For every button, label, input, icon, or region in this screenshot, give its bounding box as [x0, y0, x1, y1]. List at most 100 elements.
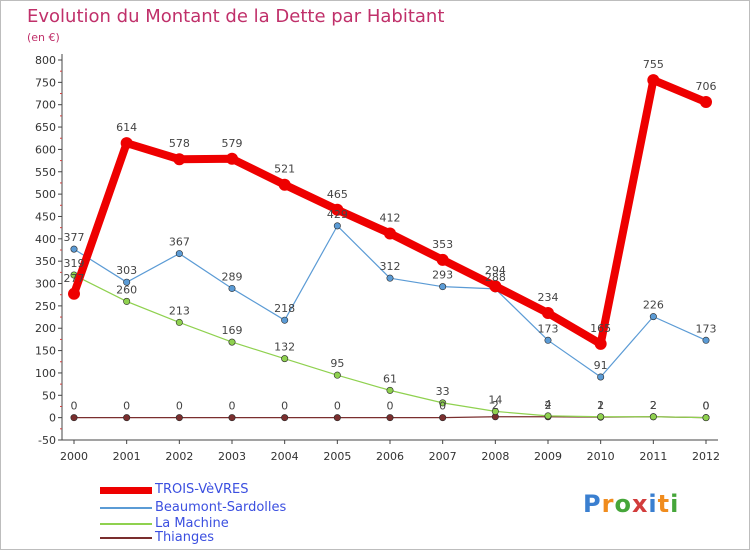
data-label: 33	[436, 385, 450, 398]
data-label: 260	[116, 283, 137, 296]
data-point	[594, 337, 607, 350]
y-tick-label: 500	[35, 188, 56, 201]
data-point	[281, 355, 289, 363]
data-point	[173, 153, 186, 166]
data-label: 4	[545, 398, 552, 411]
data-label: 0	[439, 400, 446, 413]
data-label: 0	[229, 400, 236, 413]
data-label: 0	[703, 400, 710, 413]
y-tick-label: 800	[35, 54, 56, 67]
data-label: 0	[176, 400, 183, 413]
data-label: 169	[222, 324, 243, 337]
data-point	[700, 96, 712, 109]
y-tick-label: 350	[35, 255, 56, 268]
data-point	[489, 280, 502, 293]
data-label: 412	[380, 211, 401, 224]
y-tick-label: 200	[35, 322, 56, 335]
data-label: 173	[538, 322, 559, 335]
data-label: 288	[485, 271, 506, 284]
data-label: 234	[538, 291, 559, 304]
data-label: 294	[485, 264, 506, 277]
legend-swatch	[100, 487, 152, 494]
data-point	[70, 245, 78, 253]
proxiti-logo: Proxiti	[583, 490, 679, 518]
y-tick-label: 150	[35, 345, 56, 358]
x-tick-label: 2010	[587, 450, 615, 463]
legend-item-thianges: Thianges	[100, 531, 320, 545]
x-tick-label: 2008	[481, 450, 509, 463]
data-label: 578	[169, 137, 190, 150]
data-point	[123, 278, 131, 286]
x-tick-label: 2000	[60, 450, 88, 463]
data-label: 213	[169, 304, 190, 317]
y-tick-label: 0	[49, 412, 56, 425]
data-point	[226, 152, 238, 165]
legend-label: Thianges	[155, 530, 215, 545]
legend-swatch	[100, 537, 152, 539]
data-label: 173	[696, 322, 717, 335]
data-label: 2	[650, 399, 657, 412]
y-tick-label: 300	[35, 278, 56, 291]
y-tick-label: 550	[35, 166, 56, 179]
data-point	[649, 313, 657, 321]
logo-letter: x	[631, 490, 649, 518]
data-point	[228, 414, 236, 422]
data-point	[439, 399, 447, 407]
x-tick-label: 2002	[165, 450, 193, 463]
data-label: 165	[590, 322, 611, 335]
data-label: 353	[432, 238, 453, 251]
data-point	[649, 413, 657, 421]
data-point	[281, 414, 289, 422]
x-tick-label: 2005	[323, 450, 351, 463]
data-point	[331, 203, 344, 216]
data-label: 91	[594, 359, 608, 372]
data-point	[702, 336, 710, 344]
data-label: 277	[64, 272, 85, 285]
legend-label: TROIS-VèVRES	[155, 482, 249, 497]
y-tick-label: 700	[35, 99, 56, 112]
data-point	[597, 413, 605, 421]
data-label: 0	[123, 400, 130, 413]
data-label: 0	[387, 400, 394, 413]
data-point	[542, 307, 554, 320]
data-point	[70, 414, 78, 422]
y-tick-label: 100	[35, 367, 56, 380]
x-tick-label: 2012	[692, 450, 720, 463]
data-label: 367	[169, 236, 190, 249]
y-tick-label: 750	[35, 76, 56, 89]
data-label: 289	[222, 270, 243, 283]
data-point	[439, 414, 447, 422]
x-tick-label: 2003	[218, 450, 246, 463]
data-point	[123, 414, 131, 422]
data-label: 465	[327, 188, 348, 201]
data-point	[120, 137, 133, 150]
x-tick-label: 2009	[534, 450, 562, 463]
y-tick-label: 400	[35, 233, 56, 246]
data-point	[278, 178, 291, 191]
logo-letter: t	[657, 490, 671, 518]
data-point	[333, 371, 341, 379]
legend-label: Beaumont-Sardolles	[155, 500, 287, 515]
x-tick-label: 2004	[271, 450, 299, 463]
legend-swatch	[100, 507, 152, 509]
data-point	[175, 250, 183, 258]
data-point	[228, 284, 236, 292]
data-label: 319	[64, 257, 85, 270]
logo-letter: r	[601, 490, 615, 518]
data-point	[333, 414, 341, 422]
data-label: 0	[71, 400, 78, 413]
data-point	[175, 414, 183, 422]
data-label: 377	[64, 231, 85, 244]
data-label: 0	[703, 400, 710, 413]
data-point	[281, 316, 289, 324]
data-label: 0	[334, 400, 341, 413]
data-label: 579	[222, 137, 243, 150]
data-point	[544, 412, 552, 420]
legend-item-beaumont-sardolles: Beaumont-Sardolles	[100, 501, 320, 515]
y-tick-label: 250	[35, 300, 56, 313]
y-tick-label: 600	[35, 143, 56, 156]
data-point	[597, 373, 605, 381]
data-label: 2	[597, 399, 604, 412]
data-point	[333, 222, 341, 230]
